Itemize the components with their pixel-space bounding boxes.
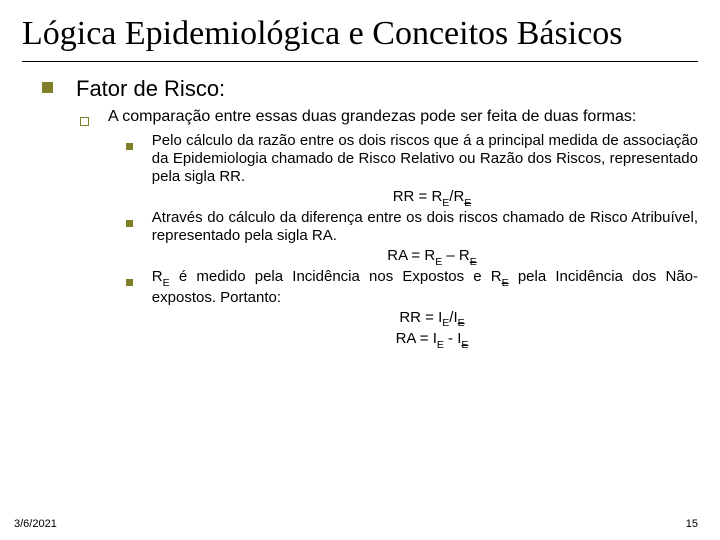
- footer-page-number: 15: [686, 518, 698, 530]
- bullet-level3-item1: Pelo cálculo da razão entre os dois risc…: [126, 132, 698, 186]
- level3-text: Através do cálculo da diferença entre os…: [152, 209, 698, 245]
- formula-rr-i: RR = IE/IE: [152, 309, 712, 330]
- level3-text: RE é medido pela Incidência nos Expostos…: [152, 268, 698, 307]
- footer-date: 3/6/2021: [14, 518, 57, 530]
- level3-text: Pelo cálculo da razão entre os dois risc…: [152, 132, 698, 186]
- bullet-level1: Fator de Risco:: [42, 76, 698, 102]
- sub-e-bar: E: [502, 277, 509, 289]
- square-bullet-icon: [42, 82, 56, 96]
- sub-e-bar: E: [464, 197, 471, 209]
- formula-text: - I: [444, 330, 462, 347]
- formula-text: RR = I: [399, 309, 442, 326]
- level2-text: A comparação entre essas duas grandezas …: [108, 108, 698, 126]
- formula-ra-r: RA = RE – RE: [152, 247, 712, 268]
- formula-text: RA = R: [387, 247, 435, 264]
- sub-e-bar: E: [458, 317, 465, 329]
- slide: Lógica Epidemiológica e Conceitos Básico…: [0, 0, 720, 540]
- formula-ra-i: RA = IE - IE: [152, 330, 712, 351]
- square-bullet-icon: [126, 214, 134, 222]
- slide-title: Lógica Epidemiológica e Conceitos Básico…: [22, 14, 698, 62]
- sub-e-bar: E: [470, 256, 477, 268]
- level1-text: Fator de Risco:: [76, 76, 225, 102]
- bullet-level3-item2: Através do cálculo da diferença entre os…: [126, 209, 698, 245]
- sub-e: E: [435, 256, 442, 268]
- formula-text: RA = I: [396, 330, 437, 347]
- bullet-level2: A comparação entre essas duas grandezas …: [80, 108, 698, 126]
- sub-e: E: [163, 277, 170, 289]
- square-bullet-icon: [126, 273, 134, 281]
- square-bullet-icon: [126, 137, 134, 145]
- formula-text: /R: [449, 188, 464, 205]
- formula-text: – R: [442, 247, 470, 264]
- formula-text: RR = R: [393, 188, 443, 205]
- sub-e: E: [442, 317, 449, 329]
- square-outline-bullet-icon: [80, 113, 90, 123]
- formula-rr-r: RR = RE/RE: [152, 188, 712, 209]
- sub-e-bar: E: [461, 339, 468, 351]
- sub-e: E: [442, 197, 449, 209]
- sub-e: E: [437, 339, 444, 351]
- bullet-level3-item3: RE é medido pela Incidência nos Expostos…: [126, 268, 698, 307]
- formula-text: /I: [449, 309, 457, 326]
